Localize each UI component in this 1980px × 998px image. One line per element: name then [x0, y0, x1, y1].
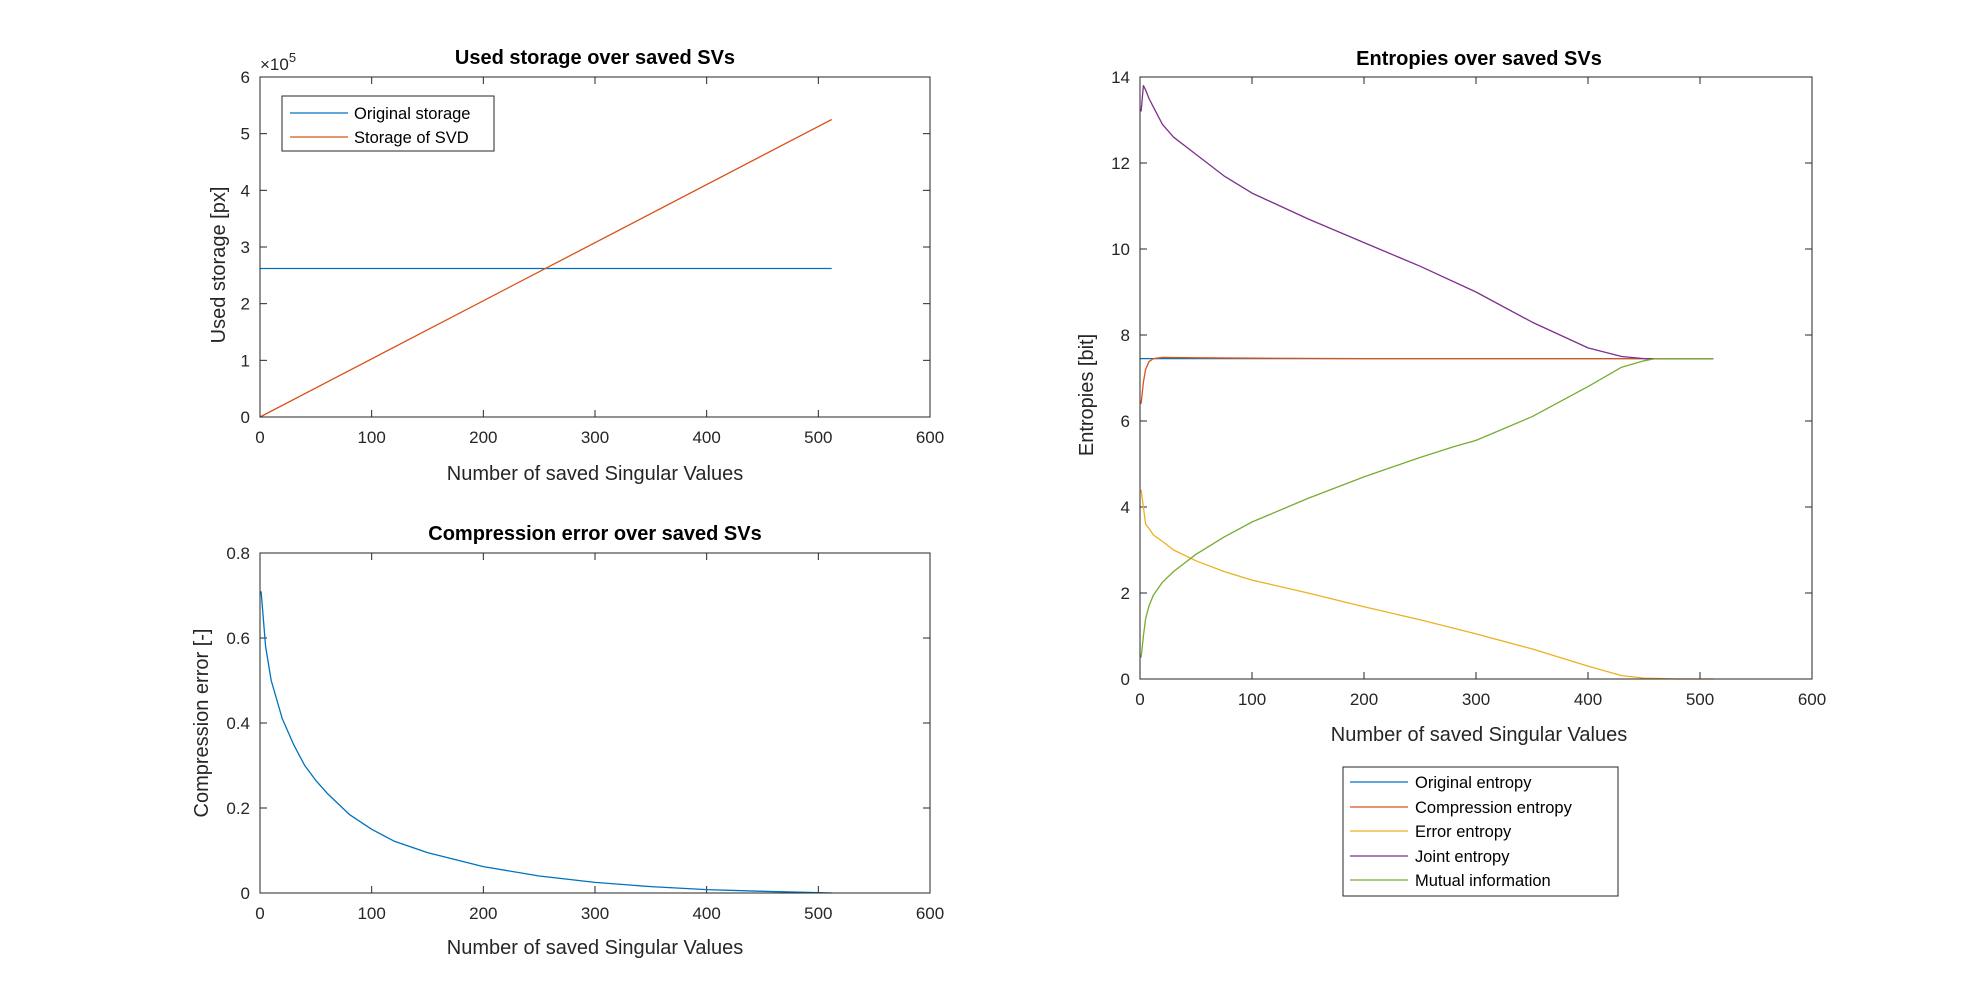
- entropies-y-axis-label: Entropies [bit]: [1076, 334, 1098, 456]
- entropies-chart: Entropies over saved SVs Number of saved…: [1076, 48, 1826, 897]
- storage-plot-lines: [259, 118, 833, 418]
- storage-x-tick-label: 600: [916, 428, 944, 447]
- error-x-tick-label: 200: [469, 904, 497, 923]
- legend-label-storage-of-svd: Storage of SVD: [354, 129, 469, 147]
- error-x-axis-label: Number of saved Singular Values: [447, 937, 743, 959]
- legend-label-error-entropy: Error entropy: [1415, 823, 1512, 841]
- storage-chart: Used storage over saved SVs Number of sa…: [208, 47, 944, 485]
- error-y-tick-label: 0.8: [226, 544, 250, 563]
- entropies-y-tick-label: 0: [1121, 670, 1130, 689]
- entropies-line-mutual-information: [1140, 357, 1714, 658]
- error-y-tick-label: 0.4: [226, 714, 250, 733]
- error-line-series-0: [260, 591, 832, 894]
- legend-label-mutual-information: Mutual information: [1415, 872, 1551, 890]
- entropies-y-tick-label: 2: [1121, 584, 1130, 603]
- storage-axes-box: [259, 76, 931, 418]
- entropies-plot-lines: [1140, 84, 1714, 680]
- entropies-y-tick-label: 10: [1111, 240, 1130, 259]
- error-x-tick-label: 400: [692, 904, 720, 923]
- storage-line-storage-of-svd: [259, 118, 833, 418]
- storage-x-axis-label: Number of saved Singular Values: [447, 463, 743, 485]
- storage-x-tick-label: 200: [469, 428, 497, 447]
- storage-legend: Original storage Storage of SVD: [281, 95, 495, 152]
- legend-label-original-storage: Original storage: [354, 105, 470, 123]
- error-chart-title: Compression error over saved SVs: [428, 523, 761, 545]
- storage-chart-title: Used storage over saved SVs: [455, 47, 735, 69]
- entropies-x-tick-label: 0: [1135, 690, 1144, 709]
- error-axis-ticks: 0 100 200 300 400 500 600 0 0.2 0.4 0.6 0.8: [226, 544, 944, 923]
- entropies-legend: Original entropy Compression entropy Err…: [1342, 766, 1619, 897]
- error-plot-lines: [260, 591, 832, 894]
- storage-y-tick-label: 5: [241, 125, 250, 144]
- legend-label-joint-entropy: Joint entropy: [1415, 848, 1510, 866]
- legend-label-compression-entropy: Compression entropy: [1415, 799, 1573, 817]
- error-x-tick-label: 500: [804, 904, 832, 923]
- error-x-tick-label: 100: [357, 904, 385, 923]
- error-chart: Compression error over saved SVs Number …: [191, 523, 944, 959]
- entropies-x-tick-label: 600: [1798, 690, 1826, 709]
- error-x-tick-label: 0: [255, 904, 264, 923]
- storage-y-tick-label: 0: [241, 408, 250, 427]
- storage-y-axis-label: Used storage [px]: [208, 187, 230, 344]
- entropies-line-joint-entropy: [1140, 84, 1714, 360]
- entropies-line-compression-entropy: [1140, 356, 1714, 404]
- error-x-tick-label: 300: [581, 904, 609, 923]
- entropies-y-tick-label: 8: [1121, 326, 1130, 345]
- entropies-y-tick-label: 6: [1121, 412, 1130, 431]
- storage-y-tick-label: 2: [241, 295, 250, 314]
- storage-y-tick-label: 6: [241, 68, 250, 87]
- entropies-axes-box: [1139, 76, 1813, 680]
- storage-x-tick-label: 400: [692, 428, 720, 447]
- error-y-tick-label: 0: [241, 884, 250, 903]
- storage-axis-ticks: 0 100 200 300 400 500 600 0 1 2 3 4 5 6: [241, 68, 945, 447]
- error-axes-box: [259, 552, 931, 894]
- error-x-tick-label: 600: [916, 904, 944, 923]
- error-y-tick-label: 0.2: [226, 799, 250, 818]
- storage-y-tick-label: 3: [241, 238, 250, 257]
- entropies-axis-ticks: 0 100 200 300 400 500 600 0 2 4 6 8 10 12 14: [1111, 68, 1826, 709]
- storage-x-tick-label: 0: [255, 428, 264, 447]
- entropies-x-tick-label: 200: [1350, 690, 1378, 709]
- entropies-x-tick-label: 300: [1462, 690, 1490, 709]
- storage-y-tick-label: 4: [241, 181, 250, 200]
- storage-x-tick-label: 500: [804, 428, 832, 447]
- entropies-chart-title: Entropies over saved SVs: [1356, 48, 1602, 70]
- storage-legend-box: [281, 95, 495, 152]
- entropies-x-axis-label: Number of saved Singular Values: [1331, 724, 1627, 746]
- storage-y-tick-label: 1: [241, 351, 250, 370]
- legend-label-original-entropy: Original entropy: [1415, 774, 1532, 792]
- entropies-x-tick-label: 100: [1238, 690, 1266, 709]
- storage-x-tick-label: 100: [357, 428, 385, 447]
- entropies-line-error-entropy: [1140, 489, 1714, 680]
- entropies-x-tick-label: 400: [1574, 690, 1602, 709]
- entropies-y-tick-label: 12: [1111, 154, 1130, 173]
- entropies-y-tick-label: 14: [1111, 68, 1130, 87]
- entropies-y-tick-label: 4: [1121, 498, 1130, 517]
- storage-x-tick-label: 300: [581, 428, 609, 447]
- entropies-x-tick-label: 500: [1686, 690, 1714, 709]
- error-y-tick-label: 0.6: [226, 629, 250, 648]
- storage-y-exponent: ×105: [260, 50, 296, 74]
- error-y-axis-label: Compression error [-]: [191, 629, 213, 818]
